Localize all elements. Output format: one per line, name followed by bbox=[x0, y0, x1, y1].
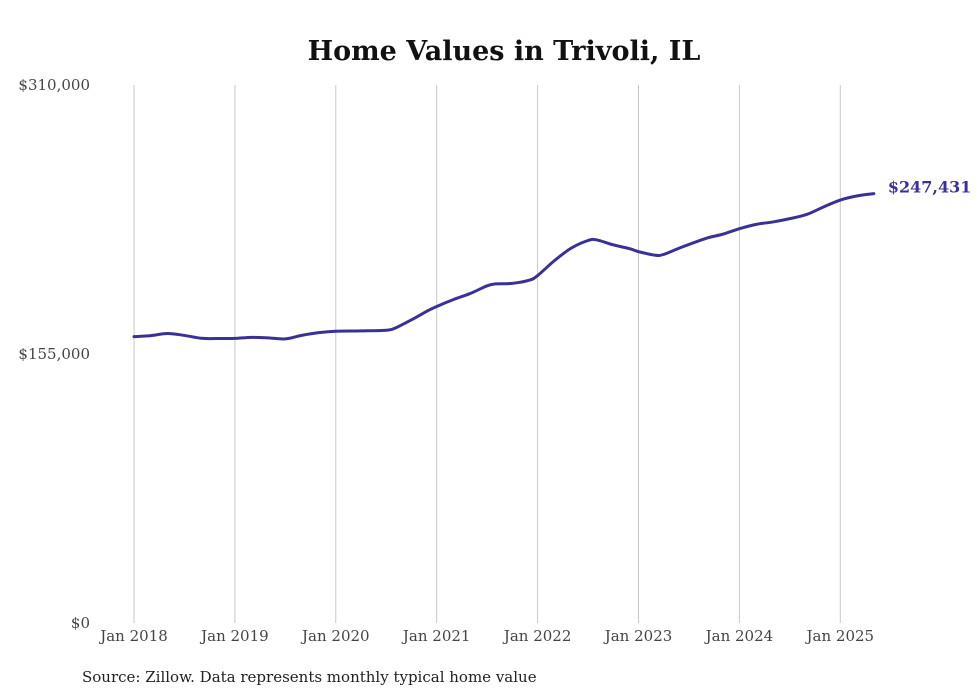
source-note: Source: Zillow. Data represents monthly … bbox=[82, 668, 537, 686]
grid-lines bbox=[133, 85, 841, 623]
end-value-label: $247,431 bbox=[888, 178, 972, 197]
series-line bbox=[132, 192, 876, 341]
x-tick-label: Jan 2025 bbox=[805, 627, 875, 645]
x-tick-label: Jan 2020 bbox=[300, 627, 370, 645]
x-tick-label: Jan 2023 bbox=[603, 627, 673, 645]
y-tick-label: $310,000 bbox=[18, 76, 90, 94]
x-axis-ticks: Jan 2018 Jan 2019 Jan 2020 Jan 2021 Jan 2022… bbox=[98, 627, 874, 645]
x-tick-label: Jan 2024 bbox=[704, 627, 774, 645]
x-tick-label: Jan 2022 bbox=[502, 627, 572, 645]
x-tick-label: Jan 2021 bbox=[401, 627, 471, 645]
chart-title: Home Values in Trivoli, IL bbox=[308, 36, 701, 67]
y-tick-label: $0 bbox=[71, 614, 90, 632]
x-tick-label: Jan 2018 bbox=[98, 627, 168, 645]
y-tick-label: $155,000 bbox=[18, 345, 90, 363]
y-axis-ticks: $0 $155,000 $310,000 bbox=[18, 76, 90, 632]
x-tick-label: Jan 2019 bbox=[199, 627, 269, 645]
